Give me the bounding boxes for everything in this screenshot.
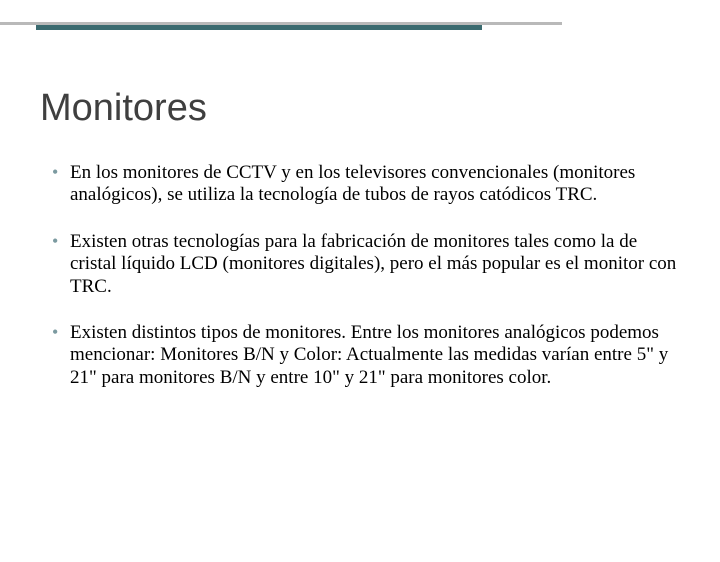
slide-title: Monitores (40, 87, 680, 130)
header-rule (0, 22, 720, 32)
bullet-item: Existen otras tecnologías para la fabric… (52, 231, 680, 298)
rule-teal (36, 25, 482, 30)
bullet-item: En los monitores de CCTV y en los televi… (52, 162, 680, 207)
bullet-list: En los monitores de CCTV y en los televi… (40, 162, 680, 389)
slide-body: Monitores En los monitores de CCTV y en … (0, 32, 720, 389)
bullet-item: Existen distintos tipos de monitores. En… (52, 322, 680, 389)
